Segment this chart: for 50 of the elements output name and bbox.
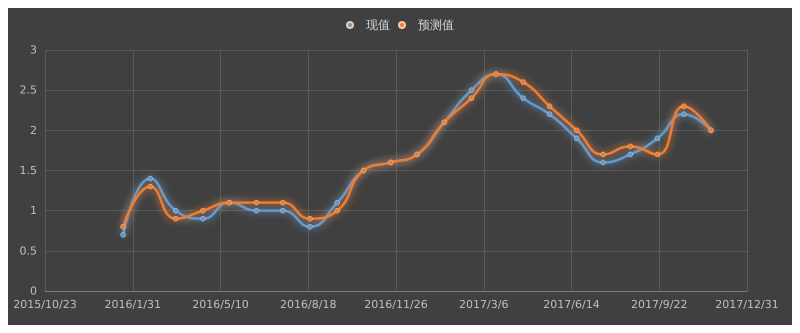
point (334, 200, 340, 206)
point (628, 152, 634, 158)
x-tick-label: 2017/12/31 (715, 298, 779, 311)
point (148, 184, 154, 190)
x-tick-label: 2016/1/31 (104, 298, 161, 311)
x-tick-label: 2017/3/6 (459, 298, 508, 311)
y-tick-label: 3 (30, 44, 37, 56)
point (120, 232, 126, 238)
point (654, 152, 660, 158)
point (574, 136, 580, 142)
point (200, 216, 206, 222)
legend-label: 现值 (366, 18, 390, 32)
point (520, 79, 526, 85)
point (334, 208, 340, 214)
point (654, 136, 660, 142)
point (254, 208, 260, 214)
point (173, 208, 178, 214)
point (280, 200, 286, 206)
point (468, 95, 474, 101)
point (681, 103, 687, 109)
point (254, 200, 260, 206)
y-tick-label: 2 (30, 124, 37, 137)
point (307, 224, 313, 230)
point (120, 224, 126, 230)
y-tick-label: 2.5 (20, 84, 37, 97)
point (148, 176, 154, 182)
point (574, 128, 580, 134)
x-tick-label: 2016/5/10 (192, 298, 249, 311)
x-tick-label: 2016/8/18 (280, 298, 336, 311)
point (628, 144, 634, 150)
y-tick-label: 1.5 (20, 164, 37, 177)
point (681, 112, 687, 118)
point (200, 208, 206, 214)
point (600, 152, 606, 158)
y-tick-label: 0.5 (20, 244, 37, 258)
x-tick-label: 2017/9/22 (631, 298, 688, 311)
y-tick-label: 0 (30, 284, 37, 298)
point (468, 87, 474, 93)
point (173, 216, 178, 222)
legend-label: 预测值 (418, 18, 454, 32)
point (307, 216, 313, 222)
x-tick-label: 2016/11/26 (364, 298, 428, 311)
point (546, 112, 552, 118)
x-tick-label: 2015/10/23 (13, 298, 77, 311)
point (600, 160, 606, 166)
point (520, 95, 526, 101)
y-tick-label: 1 (30, 204, 37, 218)
point (546, 103, 552, 109)
point (280, 208, 286, 214)
x-tick-label: 2017/6/14 (543, 298, 600, 311)
